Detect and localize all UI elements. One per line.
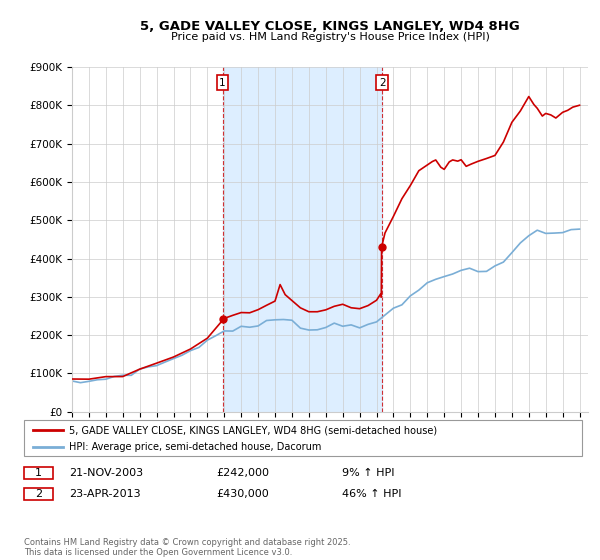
Text: 5, GADE VALLEY CLOSE, KINGS LANGLEY, WD4 8HG: 5, GADE VALLEY CLOSE, KINGS LANGLEY, WD4… bbox=[140, 20, 520, 32]
Text: Contains HM Land Registry data © Crown copyright and database right 2025.
This d: Contains HM Land Registry data © Crown c… bbox=[24, 538, 350, 557]
Text: 1: 1 bbox=[219, 78, 226, 88]
Text: Price paid vs. HM Land Registry's House Price Index (HPI): Price paid vs. HM Land Registry's House … bbox=[170, 32, 490, 43]
Text: 5, GADE VALLEY CLOSE, KINGS LANGLEY, WD4 8HG (semi-detached house): 5, GADE VALLEY CLOSE, KINGS LANGLEY, WD4… bbox=[69, 425, 437, 435]
Text: 2: 2 bbox=[379, 78, 385, 88]
Text: 21-NOV-2003: 21-NOV-2003 bbox=[69, 468, 143, 478]
Text: 1: 1 bbox=[35, 468, 42, 478]
Text: 23-APR-2013: 23-APR-2013 bbox=[69, 489, 140, 499]
Text: £430,000: £430,000 bbox=[216, 489, 269, 499]
Text: 46% ↑ HPI: 46% ↑ HPI bbox=[342, 489, 401, 499]
Text: HPI: Average price, semi-detached house, Dacorum: HPI: Average price, semi-detached house,… bbox=[69, 442, 322, 452]
Text: 9% ↑ HPI: 9% ↑ HPI bbox=[342, 468, 395, 478]
Text: 2: 2 bbox=[35, 489, 42, 499]
Text: £242,000: £242,000 bbox=[216, 468, 269, 478]
Bar bbox=[223, 67, 382, 412]
